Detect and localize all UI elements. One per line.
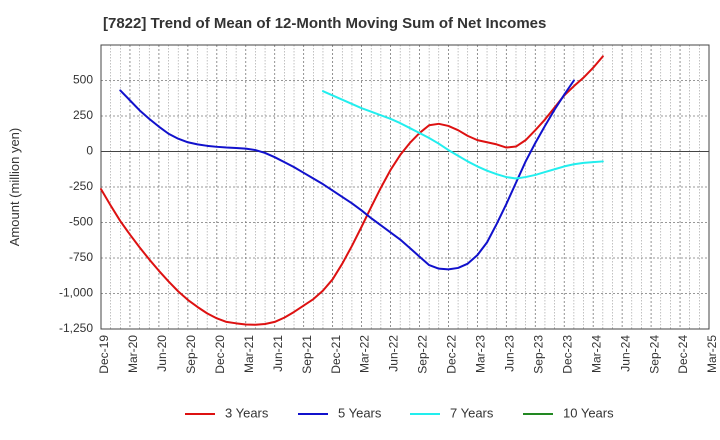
x-tick-label: Mar-22 [358, 335, 372, 373]
y-tick-label: -250 [69, 179, 93, 193]
y-tick-label: 250 [73, 108, 93, 122]
x-tick-label: Sep-24 [647, 335, 661, 374]
x-tick-label: Dec-22 [445, 335, 459, 374]
x-tick-label: Mar-21 [242, 335, 256, 373]
x-tick-label: Dec-20 [213, 335, 227, 374]
y-axis-label: Amount (million yen) [7, 128, 22, 247]
x-tick-label: Dec-24 [676, 335, 690, 374]
x-tick-label: Jun-23 [503, 335, 517, 372]
x-tick-label: Sep-22 [416, 335, 430, 374]
x-tick-label: Dec-23 [560, 335, 574, 374]
y-tick-label: -750 [69, 250, 93, 264]
legend-label-3-years: 3 Years [225, 405, 269, 420]
y-tick-label: 500 [73, 73, 93, 87]
plot-border [100, 44, 710, 330]
x-tick-label: Jun-22 [387, 335, 401, 372]
y-tick-label: -1,250 [59, 321, 93, 335]
x-tick-label: Mar-20 [126, 335, 140, 373]
y-tick-label: -1,000 [59, 286, 93, 300]
y-tick-label: 0 [86, 144, 93, 158]
chart-title: [7822] Trend of Mean of 12-Month Moving … [103, 15, 547, 32]
y-tick-label: -500 [69, 215, 93, 229]
x-tick-label: Sep-21 [300, 335, 314, 374]
x-tick-label: Jun-24 [618, 335, 632, 372]
series-line-7-years [321, 90, 604, 180]
x-tick-label: Mar-24 [589, 335, 603, 373]
legend-label-5-years: 5 Years [338, 405, 382, 420]
series-line-5-years [119, 79, 575, 271]
series-line-3-years [100, 55, 604, 326]
x-tick-label: Dec-21 [329, 335, 343, 374]
x-tick-label: Sep-23 [531, 335, 545, 374]
x-tick-label: Mar-23 [474, 335, 488, 373]
x-tick-label: Jun-21 [271, 335, 285, 372]
legend-label-7-years: 7 Years [450, 405, 494, 420]
legend-label-10-years: 10 Years [563, 405, 614, 420]
x-tick-label: Sep-20 [184, 335, 198, 374]
x-tick-label: Mar-25 [705, 335, 719, 373]
x-tick-label: Dec-19 [97, 335, 111, 374]
x-tick-label: Jun-20 [155, 335, 169, 372]
